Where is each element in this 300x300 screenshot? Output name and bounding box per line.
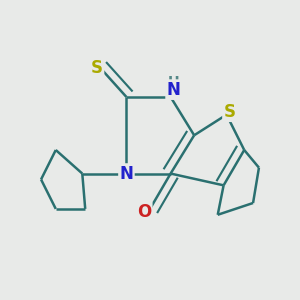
Text: O: O: [137, 203, 151, 221]
Text: S: S: [91, 58, 103, 76]
Text: N: N: [119, 165, 134, 183]
Text: N: N: [167, 81, 181, 99]
Text: H: H: [168, 75, 179, 89]
Text: S: S: [224, 103, 236, 121]
